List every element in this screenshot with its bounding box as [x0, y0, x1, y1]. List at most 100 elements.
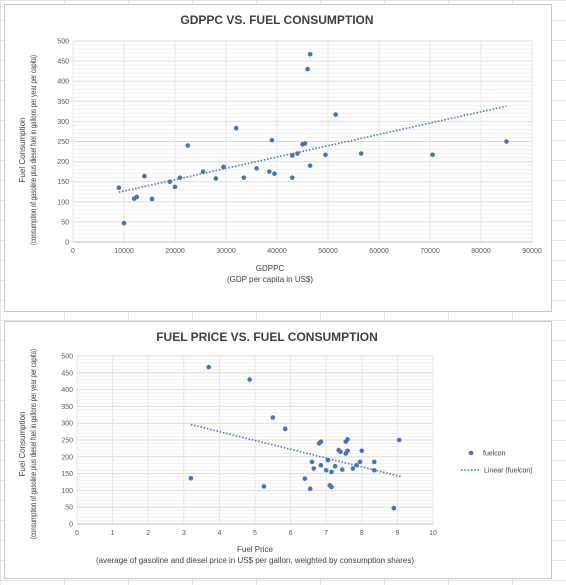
y-tick-label: 300 — [61, 421, 73, 428]
data-point — [305, 66, 310, 72]
y-tick-label: 350 — [61, 404, 73, 411]
legend-marker-fuelcon — [468, 450, 474, 456]
data-point — [354, 462, 359, 468]
y-tick-label: 350 — [57, 99, 69, 106]
y-tick-label: 450 — [57, 59, 69, 66]
x-tick-label: 0 — [71, 248, 75, 255]
data-point — [172, 184, 178, 190]
data-point — [185, 143, 191, 148]
x-tick-label: 0 — [75, 530, 79, 537]
data-point — [309, 459, 315, 465]
y-tick-label: 400 — [61, 387, 73, 394]
fuel-price-chart[interactable]: FUEL PRICE VS. FUEL CONSUMPTION Fuel Pri… — [4, 321, 552, 579]
data-point — [332, 463, 338, 469]
y-tick-label: 400 — [57, 79, 69, 86]
x-tick-label: 10000 — [114, 248, 134, 255]
y-axis-sublabel: (consumption of gasoline plus diesel fue… — [29, 55, 38, 245]
data-point — [345, 437, 350, 442]
legend: fuelcon Linear (fuelcon) — [461, 451, 533, 475]
data-point — [261, 484, 267, 489]
data-point — [142, 173, 147, 179]
data-point — [295, 151, 300, 156]
data-point — [206, 364, 212, 370]
data-point — [307, 51, 313, 57]
x-tick-label: 10 — [429, 530, 437, 537]
data-point — [307, 486, 313, 492]
data-point — [121, 220, 127, 226]
data-point — [269, 137, 275, 143]
y-tick-label: 250 — [61, 438, 73, 445]
x-tick-label: 70000 — [420, 248, 440, 255]
gdppc-chart-svg: GDPPC VS. FUEL CONSUMPTION GDPPC (GDP pe… — [18, 13, 542, 284]
data-point — [323, 467, 329, 473]
fuel-price-chart-svg: FUEL PRICE VS. FUEL CONSUMPTION Fuel Pri… — [18, 330, 533, 565]
data-point — [329, 484, 334, 490]
data-point — [267, 169, 272, 174]
y-axis-label: Fuel Consumption — [18, 412, 27, 477]
y-tick-label: 500 — [57, 39, 69, 46]
data-point — [188, 476, 194, 481]
x-tick-label: 7 — [324, 530, 328, 537]
x-tick-label: 40000 — [267, 248, 287, 255]
y-tick-label: 200 — [57, 159, 69, 166]
x-tick-label: 60000 — [369, 248, 389, 255]
data-point — [200, 169, 206, 174]
data-point — [350, 466, 356, 471]
data-point — [323, 152, 328, 158]
y-axis-sublabel: (consumption of gasoline plus diesel fue… — [29, 349, 38, 539]
x-tick-label: 80000 — [471, 248, 491, 255]
x-axis-label: GDPPC — [256, 264, 285, 273]
data-point — [318, 439, 324, 444]
data-point — [177, 175, 183, 180]
data-point — [272, 171, 277, 176]
x-tick-label: 20000 — [165, 248, 185, 255]
data-point — [430, 152, 435, 158]
data-point — [318, 462, 324, 468]
data-point — [371, 459, 377, 465]
legend-label-fuelcon: fuelcon — [483, 451, 506, 458]
y-tick-label: 100 — [57, 199, 69, 206]
data-point — [307, 163, 313, 168]
x-tick-label: 50000 — [318, 248, 338, 255]
data-point — [329, 469, 334, 475]
y-tick-label: 300 — [57, 119, 69, 126]
data-point — [270, 415, 276, 420]
y-tick-label: 500 — [61, 354, 73, 361]
data-point — [290, 153, 295, 158]
y-tick-label: 50 — [65, 505, 73, 512]
data-point — [282, 426, 288, 432]
y-tick-label: 250 — [57, 139, 69, 146]
data-point — [391, 505, 397, 511]
data-point — [134, 194, 140, 200]
x-tick-label: 9 — [395, 530, 399, 537]
y-tick-label: 0 — [65, 240, 69, 247]
x-tick-label: 2 — [146, 530, 150, 537]
x-axis-sublabel: (GDP per capita in US$) — [227, 275, 313, 284]
data-point — [396, 437, 402, 443]
data-point — [325, 457, 331, 463]
y-axis-label: Fuel Consumption — [18, 118, 27, 183]
data-point — [311, 466, 317, 471]
data-point — [116, 185, 122, 191]
y-tick-label: 450 — [61, 370, 73, 377]
x-axis-sublabel: (average of gasoline and diesel price in… — [96, 556, 414, 565]
y-tick-label: 150 — [57, 179, 69, 186]
y-tick-label: 0 — [69, 522, 73, 529]
data-point — [290, 175, 295, 180]
data-point — [254, 166, 259, 171]
x-axis-label: Fuel Price — [237, 545, 274, 554]
y-tick-label: 150 — [61, 471, 73, 478]
data-point — [504, 139, 509, 144]
data-point — [247, 377, 252, 382]
data-point — [233, 125, 239, 131]
chart-title: FUEL PRICE VS. FUEL CONSUMPTION — [156, 330, 378, 344]
data-point — [338, 449, 343, 455]
data-point — [357, 459, 363, 465]
data-point — [221, 164, 226, 170]
gdppc-chart[interactable]: GDPPC VS. FUEL CONSUMPTION GDPPC (GDP pe… — [4, 4, 552, 312]
data-point — [359, 448, 365, 454]
x-tick-label: 30000 — [216, 248, 236, 255]
x-tick-label: 90000 — [522, 248, 542, 255]
data-point — [241, 175, 247, 180]
x-tick-label: 1 — [111, 530, 115, 537]
